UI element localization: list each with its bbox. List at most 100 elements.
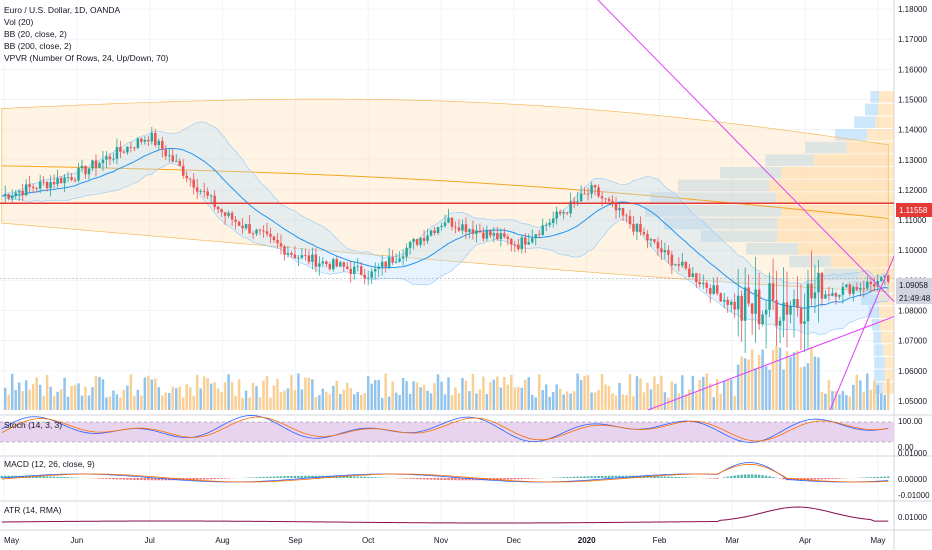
- macd-histogram: [126, 478, 129, 480]
- candle-body: [339, 262, 342, 267]
- trendline-steep: [829, 256, 895, 411]
- volume-bar: [387, 396, 391, 410]
- candle-body: [335, 259, 339, 267]
- candle-body: [209, 195, 213, 197]
- vpvr-row-down: [879, 318, 894, 331]
- macd-histogram: [342, 476, 346, 478]
- price-tick: 1.07000: [898, 337, 927, 346]
- volume-bar: [583, 375, 586, 410]
- price-axis[interactable]: 1.18000 1.17000 1.16000 1.15000 1.14000 1.130…: [898, 5, 930, 522]
- candle-body: [31, 186, 35, 189]
- volume-bar: [408, 393, 412, 410]
- indicator-vpvr[interactable]: VPVR (Number Of Rows, 24, Up/Down, 70): [4, 53, 169, 63]
- candle-body: [63, 177, 66, 184]
- macd-histogram: [300, 475, 304, 478]
- volume-bar: [482, 376, 485, 410]
- volume-bar: [335, 380, 339, 410]
- volume-bar: [133, 395, 136, 410]
- candle-body: [405, 247, 408, 257]
- volume-bar: [255, 386, 258, 410]
- volume-bar: [621, 394, 625, 410]
- macd-histogram: [663, 476, 667, 478]
- volume-bar: [276, 378, 279, 410]
- volume-bar: [635, 376, 639, 410]
- candle-body: [56, 177, 59, 185]
- candle-body: [681, 261, 684, 266]
- indicator-bb20[interactable]: BB (20, close, 2): [4, 29, 67, 39]
- candles[interactable]: [3, 126, 890, 354]
- candle-body: [618, 208, 621, 211]
- macd-histogram: [883, 476, 887, 478]
- macd-label[interactable]: MACD (12, 26, close, 9): [4, 459, 95, 469]
- stoch-label[interactable]: Stoch (14, 3, 3): [4, 420, 62, 430]
- candle-body: [719, 293, 722, 302]
- vpvr-row-down: [878, 91, 894, 103]
- volume-bar: [122, 389, 126, 410]
- vpvr-row-up: [873, 369, 885, 382]
- indicator-vol[interactable]: Vol (20): [4, 17, 33, 27]
- time-tick: Aug: [215, 536, 229, 545]
- candle-body: [45, 182, 49, 189]
- candle-body: [87, 168, 91, 175]
- macd-histogram: [405, 478, 408, 479]
- macd-histogram: [447, 478, 450, 481]
- vpvr-row-up: [663, 217, 778, 230]
- vpvr-row-up: [873, 356, 885, 369]
- volume-bar: [597, 389, 600, 410]
- volume-bar: [429, 393, 433, 410]
- volume-bar: [461, 377, 464, 410]
- candle-body: [255, 229, 258, 234]
- macd-histogram: [761, 475, 764, 478]
- volume-bar: [551, 391, 555, 410]
- macd-histogram: [576, 476, 579, 478]
- candle-body: [237, 221, 241, 226]
- candle-body: [346, 266, 349, 269]
- macd-histogram: [108, 478, 112, 480]
- volume-bar: [499, 387, 503, 410]
- volume-bar: [859, 380, 862, 410]
- time-axis[interactable]: May Jun Jul Aug Sep Oct Nov Dec 2020 Feb Mar Apr May: [4, 536, 886, 545]
- candle-body: [600, 196, 604, 199]
- macd-histogram: [597, 475, 600, 478]
- volume-bar: [520, 387, 524, 410]
- volume-bar: [129, 374, 133, 410]
- candle-body: [440, 225, 443, 227]
- drawings[interactable]: [0, 0, 895, 411]
- volume-bar: [366, 376, 370, 410]
- volume-bar: [485, 394, 489, 410]
- candle-body: [646, 234, 649, 241]
- candle-body: [736, 295, 740, 310]
- candle-body: [792, 299, 796, 306]
- candle-body: [101, 159, 105, 164]
- macd-histogram: [154, 478, 157, 481]
- candle-body: [684, 261, 688, 269]
- volume-bar: [555, 384, 558, 410]
- macd-histogram: [112, 478, 115, 480]
- candle-body: [688, 268, 691, 278]
- volume-bar: [126, 385, 129, 410]
- macd-histogram: [49, 476, 52, 478]
- macd-histogram: [255, 477, 258, 478]
- macd-histogram: [38, 476, 42, 478]
- candle-body: [105, 156, 108, 160]
- macd-histogram: [42, 476, 45, 478]
- indicator-bb200[interactable]: BB (200, close, 2): [4, 41, 72, 51]
- macd-histogram: [223, 478, 227, 479]
- macd-histogram: [188, 478, 192, 480]
- macd-histogram: [122, 478, 126, 480]
- macd-histogram: [216, 478, 220, 479]
- candle-body: [150, 132, 154, 142]
- atr-label[interactable]: ATR (14, RMA): [4, 505, 62, 515]
- vpvr-row-down: [879, 306, 894, 318]
- candle-body: [318, 263, 321, 267]
- volume-bar: [656, 383, 660, 410]
- symbol-title[interactable]: Euro / U.S. Dollar, 1D, OANDA: [4, 5, 121, 15]
- macd-histogram: [433, 478, 436, 480]
- macd-histogram: [52, 476, 56, 478]
- candle-body: [258, 229, 262, 231]
- candle-body: [642, 232, 646, 235]
- volume-bar: [537, 374, 541, 410]
- volume-bar: [262, 380, 265, 410]
- volume-bar: [112, 390, 115, 410]
